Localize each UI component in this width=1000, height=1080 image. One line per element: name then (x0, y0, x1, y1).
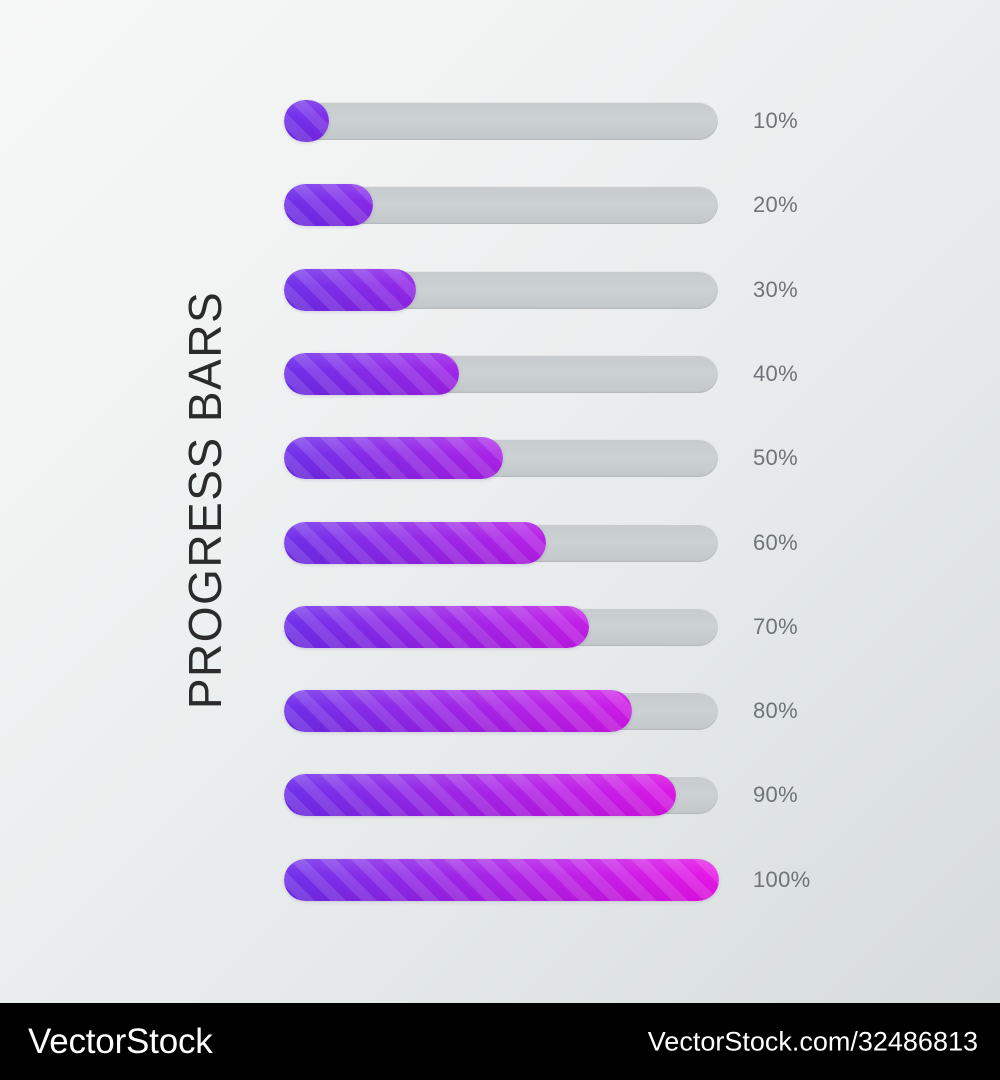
progress-bar-fill[interactable] (284, 184, 373, 227)
progress-bar-row: 40% (284, 352, 925, 395)
progress-bar-row: 10% (284, 100, 925, 142)
fill-gloss (284, 352, 460, 395)
stripe-pattern (284, 100, 330, 142)
artboard-background (0, 0, 1000, 1003)
progress-bar-fill[interactable] (284, 437, 503, 480)
fill-gloss (284, 605, 590, 648)
progress-bar-label: 40% (753, 360, 798, 386)
stripe-pattern (284, 605, 590, 648)
stripe-pattern (284, 690, 633, 733)
progress-bar-list: 10% 20% 30% 40% 50% 60% 70% 80% 90% 100% (284, 100, 925, 901)
progress-bar-fill[interactable] (284, 690, 633, 733)
progress-bar-fill[interactable] (284, 858, 719, 901)
fill-gloss (284, 184, 373, 227)
progress-bar-label: 20% (753, 192, 798, 218)
progress-bar-label: 60% (753, 529, 798, 555)
progress-bar-label: 50% (753, 445, 798, 471)
progress-bar-row: 50% (284, 437, 925, 480)
progress-bar-fill[interactable] (284, 605, 590, 648)
progress-bar-label: 10% (753, 108, 798, 133)
progress-bar-label: 70% (753, 613, 798, 639)
stripe-pattern (284, 858, 719, 901)
stripe-pattern (284, 521, 546, 564)
fill-gloss (284, 437, 503, 480)
progress-bar-label: 90% (753, 782, 798, 808)
stripe-pattern (284, 437, 503, 480)
stripe-pattern (284, 184, 373, 227)
progress-bar-row: 80% (284, 690, 925, 733)
progress-bar-fill[interactable] (284, 100, 330, 142)
progress-bar-row: 90% (284, 774, 925, 817)
progress-bar-fill[interactable] (284, 352, 460, 395)
progress-bar-track[interactable] (285, 102, 718, 140)
progress-bar-row: 20% (284, 184, 925, 227)
progress-bar-fill[interactable] (284, 521, 546, 564)
progress-bar-row: 30% (284, 268, 925, 311)
fill-gloss (284, 521, 546, 564)
stripe-pattern (284, 268, 416, 311)
progress-bar-fill[interactable] (284, 268, 416, 311)
progress-bar-label: 80% (753, 698, 798, 724)
watermark-footer: VectorStock VectorStock.com/32486813 (0, 1003, 1000, 1080)
fill-gloss (284, 690, 633, 733)
fill-gloss (284, 774, 676, 817)
vectorstock-url: VectorStock.com/32486813 (647, 1026, 978, 1056)
fill-gloss (284, 858, 719, 901)
progress-bar-row: 70% (284, 605, 925, 648)
progress-bar-row: 60% (284, 521, 925, 564)
progress-bar-label: 100% (753, 866, 811, 892)
fill-gloss (284, 268, 416, 311)
fill-gloss (284, 100, 330, 142)
vectorstock-logo: VectorStock (28, 1021, 213, 1061)
stripe-pattern (284, 774, 676, 817)
progress-bar-label: 30% (753, 276, 798, 302)
stripe-pattern (284, 352, 460, 395)
progress-bar-fill[interactable] (284, 774, 676, 817)
progress-bar-row: 100% (284, 858, 925, 901)
